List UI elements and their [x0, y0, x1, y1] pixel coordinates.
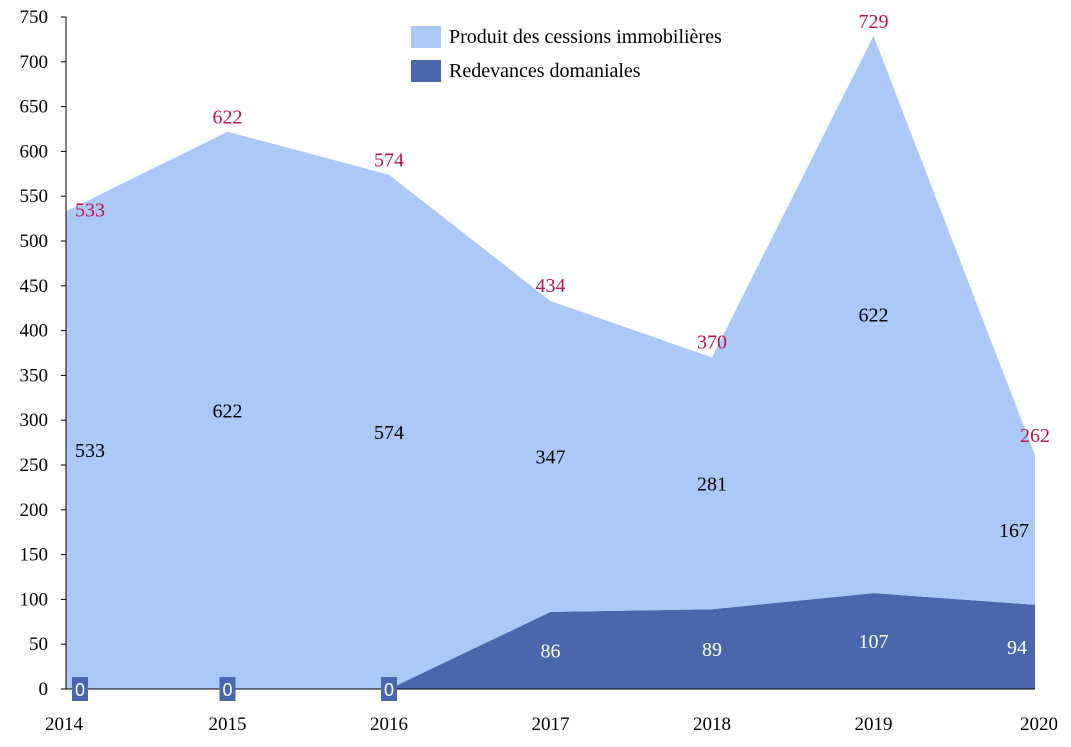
redevances-value-label: 0 — [222, 680, 232, 700]
cessions-value-label: 281 — [697, 473, 727, 495]
area-redevances-domaniales — [66, 593, 1035, 689]
y-tick-label: 550 — [20, 186, 49, 207]
cessions-value-label: 622 — [213, 400, 243, 422]
y-tick-label: 600 — [20, 141, 49, 162]
total-value-label: 729 — [859, 11, 889, 33]
area-produit-des-cessions-immobilieres — [66, 35, 1035, 690]
total-value-label: 622 — [213, 107, 243, 129]
axes: 0 50 100 150 200 250 300 350 400 450 500 550 600 650 7… — [20, 7, 1059, 735]
total-value-label: 574 — [374, 150, 404, 172]
legend-swatch-redevances-domaniales — [411, 60, 441, 82]
redevances-value-label: 89 — [702, 639, 722, 661]
total-value-label: 370 — [697, 331, 727, 353]
cessions-value-label: 167 — [999, 520, 1029, 542]
y-tick-label: 450 — [20, 276, 49, 297]
y-tick-label: 50 — [29, 634, 48, 655]
y-tick-label: 650 — [20, 97, 49, 118]
y-tick-label: 350 — [20, 365, 49, 386]
y-tick-label: 100 — [20, 589, 49, 610]
x-tick-label: 2018 — [693, 714, 731, 735]
y-tick-label: 150 — [20, 545, 49, 566]
redevances-value-label: 94 — [1007, 637, 1027, 659]
zero-label-box — [72, 677, 88, 701]
y-tick-label: 500 — [20, 231, 49, 252]
zero-label-box — [219, 677, 236, 701]
redevances-value-label: 86 — [541, 640, 561, 662]
legend-label-produit-des-cessions-immobilieres: Produit des cessions immobilières — [449, 26, 722, 48]
legend-swatch-produit-des-cessions-immobilieres — [411, 26, 441, 48]
y-tick-label: 700 — [20, 52, 49, 73]
total-value-label: 262 — [1020, 425, 1050, 447]
x-tick-label: 2015 — [209, 714, 247, 735]
x-tick-label: 2014 — [45, 714, 84, 735]
data-labels: 0 0 0 86 89 107 94 533 622 574 347 281 622 167 533 622 5… — [72, 11, 1050, 701]
cessions-value-label: 574 — [374, 422, 404, 444]
x-tick-label: 2017 — [532, 714, 570, 735]
x-tick-label: 2020 — [1020, 714, 1058, 735]
total-value-label: 533 — [75, 199, 105, 221]
zero-label-box — [381, 677, 397, 701]
redevances-value-label: 107 — [859, 631, 889, 653]
x-tick-label: 2016 — [370, 714, 408, 735]
legend-label-redevances-domaniales: Redevances domaniales — [449, 60, 641, 82]
y-tick-label: 400 — [20, 321, 49, 342]
y-tick-label: 200 — [20, 500, 49, 521]
redevances-value-label: 0 — [384, 680, 394, 700]
y-tick-label: 250 — [20, 455, 49, 476]
total-value-label: 434 — [536, 275, 566, 297]
x-tick-label: 2019 — [855, 714, 893, 735]
legend: Produit des cessions immobilières Redevan… — [411, 26, 722, 82]
redevances-value-label: 0 — [75, 680, 85, 700]
cessions-value-label: 622 — [859, 304, 889, 326]
y-tick-label: 300 — [20, 410, 49, 431]
y-tick-label: 750 — [20, 7, 49, 28]
cessions-value-label: 347 — [536, 446, 566, 468]
cessions-value-label: 533 — [75, 440, 105, 462]
plot-areas — [66, 35, 1035, 690]
y-tick-label: 0 — [39, 679, 49, 700]
